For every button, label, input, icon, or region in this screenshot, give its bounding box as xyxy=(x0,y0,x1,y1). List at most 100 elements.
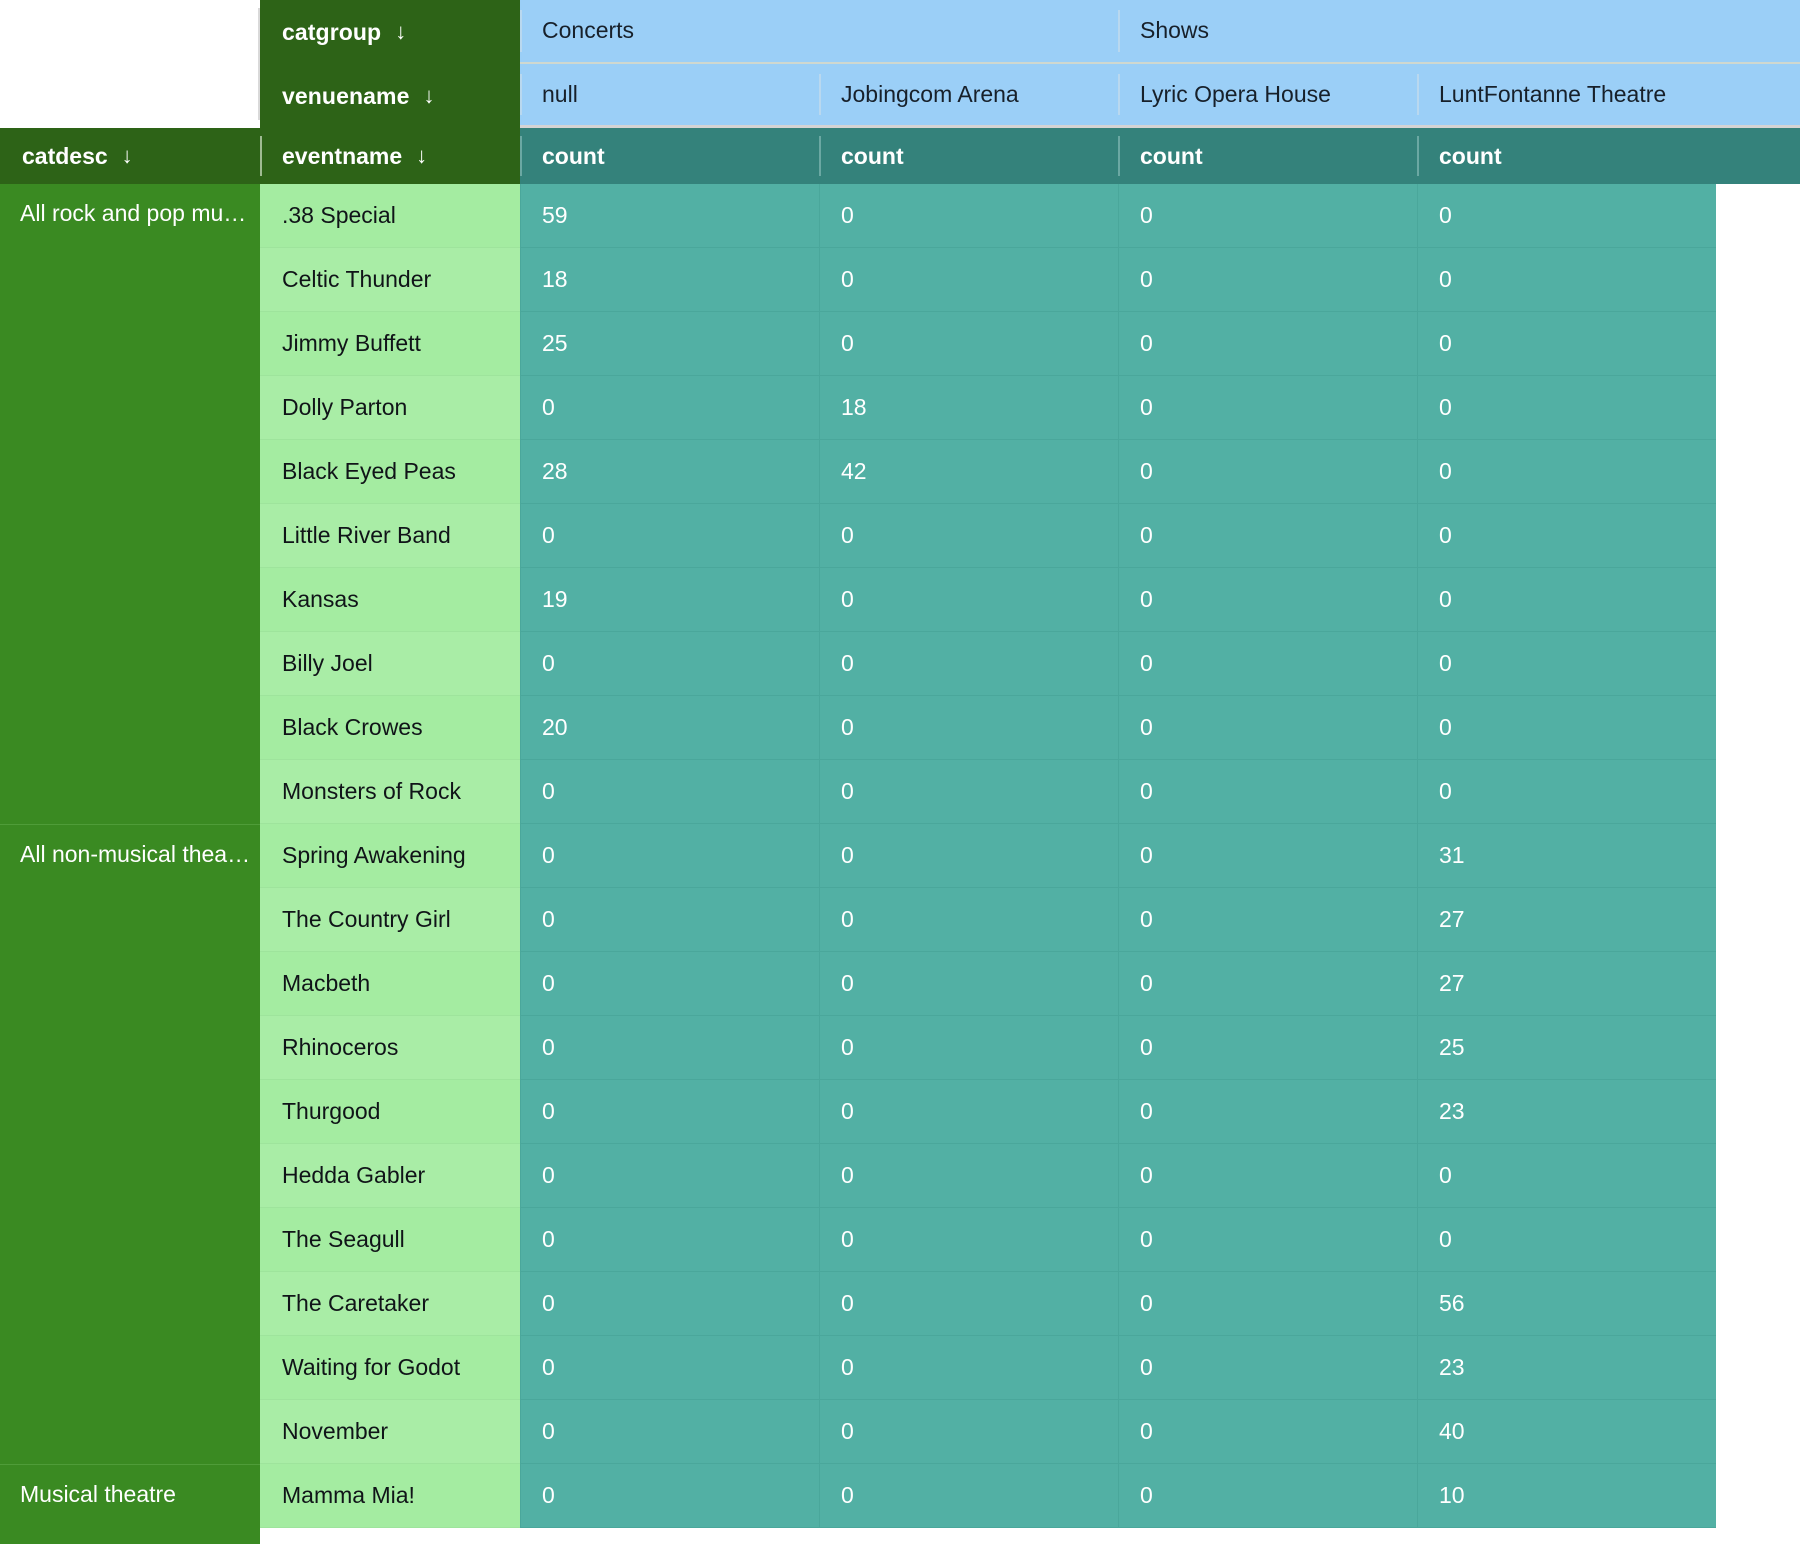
count-cell[interactable]: 0 xyxy=(1118,1016,1417,1080)
eventname-cell[interactable]: Hedda Gabler xyxy=(260,1144,520,1208)
table-row[interactable]: The Caretaker 0 0 0 56 xyxy=(260,1272,1800,1336)
count-cell[interactable]: 0 xyxy=(520,1144,819,1208)
catdesc-group-cell[interactable]: Musical theatre xyxy=(0,1464,260,1528)
count-cell[interactable]: 0 xyxy=(1417,696,1716,760)
count-cell[interactable]: 0 xyxy=(1118,568,1417,632)
count-cell[interactable]: 19 xyxy=(520,568,819,632)
table-row[interactable]: Monsters of Rock 0 0 0 0 xyxy=(260,760,1800,824)
count-cell[interactable]: 0 xyxy=(520,1080,819,1144)
count-cell[interactable]: 25 xyxy=(1417,1016,1716,1080)
eventname-cell[interactable]: The Seagull xyxy=(260,1208,520,1272)
eventname-cell[interactable]: Waiting for Godot xyxy=(260,1336,520,1400)
table-row[interactable]: Mamma Mia! 0 0 0 10 xyxy=(260,1464,1800,1528)
count-cell[interactable]: 0 xyxy=(520,632,819,696)
count-cell[interactable]: 0 xyxy=(819,888,1118,952)
count-cell[interactable]: 0 xyxy=(1118,1208,1417,1272)
count-cell[interactable]: 0 xyxy=(520,504,819,568)
count-cell[interactable]: 0 xyxy=(819,312,1118,376)
count-cell[interactable]: 0 xyxy=(1118,952,1417,1016)
count-cell[interactable]: 18 xyxy=(819,376,1118,440)
catdesc-group-cell[interactable]: All non-musical thea… xyxy=(0,824,260,1464)
eventname-cell[interactable]: Spring Awakening xyxy=(260,824,520,888)
sort-down-arrow-icon[interactable]: ↓ xyxy=(121,143,133,168)
eventname-cell[interactable]: Black Eyed Peas xyxy=(260,440,520,504)
count-cell[interactable]: 0 xyxy=(819,1144,1118,1208)
count-cell[interactable]: 0 xyxy=(819,1336,1118,1400)
count-cell[interactable]: 0 xyxy=(1118,1080,1417,1144)
count-cell[interactable]: 10 xyxy=(1417,1464,1716,1528)
count-cell[interactable]: 0 xyxy=(520,1400,819,1464)
count-cell[interactable]: 0 xyxy=(1118,696,1417,760)
count-cell[interactable]: 23 xyxy=(1417,1336,1716,1400)
count-cell[interactable]: 0 xyxy=(1118,504,1417,568)
table-row[interactable]: Black Eyed Peas 28 42 0 0 xyxy=(260,440,1800,504)
count-cell[interactable]: 0 xyxy=(819,1208,1118,1272)
count-cell[interactable]: 0 xyxy=(1118,248,1417,312)
count-cell[interactable]: 28 xyxy=(520,440,819,504)
table-row[interactable]: Waiting for Godot 0 0 0 23 xyxy=(260,1336,1800,1400)
table-row[interactable]: Celtic Thunder 18 0 0 0 xyxy=(260,248,1800,312)
venuename-header-cell[interactable]: Lyric Opera House xyxy=(1118,63,1417,125)
eventname-cell[interactable]: Mamma Mia! xyxy=(260,1464,520,1528)
count-cell[interactable]: 27 xyxy=(1417,952,1716,1016)
table-row[interactable]: Dolly Parton 0 18 0 0 xyxy=(260,376,1800,440)
table-row[interactable]: Kansas 19 0 0 0 xyxy=(260,568,1800,632)
count-cell[interactable]: 0 xyxy=(1118,1400,1417,1464)
count-cell[interactable]: 40 xyxy=(1417,1400,1716,1464)
field-header-catgroup[interactable]: catgroup ↓ xyxy=(260,0,520,64)
count-cell[interactable]: 0 xyxy=(1417,312,1716,376)
count-cell[interactable]: 0 xyxy=(1118,184,1417,248)
catgroup-header-cell[interactable]: Concerts xyxy=(520,0,1118,62)
count-cell[interactable]: 0 xyxy=(520,1272,819,1336)
table-row[interactable]: Thurgood 0 0 0 23 xyxy=(260,1080,1800,1144)
table-row[interactable]: Macbeth 0 0 0 27 xyxy=(260,952,1800,1016)
eventname-cell[interactable]: Macbeth xyxy=(260,952,520,1016)
count-cell[interactable]: 0 xyxy=(819,760,1118,824)
count-cell[interactable]: 0 xyxy=(1118,888,1417,952)
eventname-cell[interactable]: Thurgood xyxy=(260,1080,520,1144)
count-cell[interactable]: 0 xyxy=(1417,632,1716,696)
venuename-header-cell[interactable]: Jobingcom Arena xyxy=(819,63,1118,125)
count-cell[interactable]: 0 xyxy=(1417,248,1716,312)
count-cell[interactable]: 0 xyxy=(1417,1208,1716,1272)
count-cell[interactable]: 0 xyxy=(520,1016,819,1080)
count-cell[interactable]: 31 xyxy=(1417,824,1716,888)
eventname-cell[interactable]: Rhinoceros xyxy=(260,1016,520,1080)
count-cell[interactable]: 0 xyxy=(1118,1464,1417,1528)
count-cell[interactable]: 0 xyxy=(520,1336,819,1400)
venuename-header-cell[interactable]: LuntFontanne Theatre xyxy=(1417,63,1716,125)
count-cell[interactable]: 0 xyxy=(819,824,1118,888)
venuename-header-cell[interactable]: null xyxy=(520,63,819,125)
eventname-cell[interactable]: Billy Joel xyxy=(260,632,520,696)
count-cell[interactable]: 0 xyxy=(520,376,819,440)
count-cell[interactable]: 0 xyxy=(1118,440,1417,504)
count-cell[interactable]: 18 xyxy=(520,248,819,312)
count-cell[interactable]: 0 xyxy=(520,952,819,1016)
count-cell[interactable]: 0 xyxy=(1118,824,1417,888)
count-cell[interactable]: 0 xyxy=(1417,376,1716,440)
count-cell[interactable]: 0 xyxy=(819,184,1118,248)
count-cell[interactable]: 0 xyxy=(1417,504,1716,568)
count-cell[interactable]: 27 xyxy=(1417,888,1716,952)
count-cell[interactable]: 20 xyxy=(520,696,819,760)
count-cell[interactable]: 0 xyxy=(1118,1272,1417,1336)
eventname-cell[interactable]: November xyxy=(260,1400,520,1464)
table-row[interactable]: Hedda Gabler 0 0 0 0 xyxy=(260,1144,1800,1208)
count-cell[interactable]: 0 xyxy=(1118,376,1417,440)
count-cell[interactable]: 0 xyxy=(520,824,819,888)
table-row[interactable]: Rhinoceros 0 0 0 25 xyxy=(260,1016,1800,1080)
count-cell[interactable]: 0 xyxy=(1118,632,1417,696)
sort-down-arrow-icon[interactable]: ↓ xyxy=(423,83,435,108)
count-cell[interactable]: 0 xyxy=(1417,440,1716,504)
count-cell[interactable]: 23 xyxy=(1417,1080,1716,1144)
field-header-catdesc[interactable]: catdesc ↓ xyxy=(0,128,260,184)
count-cell[interactable]: 0 xyxy=(520,1464,819,1528)
eventname-cell[interactable]: .38 Special xyxy=(260,184,520,248)
sort-down-arrow-icon[interactable]: ↓ xyxy=(395,19,407,44)
count-cell[interactable]: 25 xyxy=(520,312,819,376)
count-cell[interactable]: 0 xyxy=(1118,1336,1417,1400)
table-row[interactable]: Spring Awakening 0 0 0 31 xyxy=(260,824,1800,888)
count-cell[interactable]: 0 xyxy=(1118,1144,1417,1208)
count-cell[interactable]: 56 xyxy=(1417,1272,1716,1336)
catdesc-group-cell[interactable]: All rock and pop mu… xyxy=(0,184,260,824)
